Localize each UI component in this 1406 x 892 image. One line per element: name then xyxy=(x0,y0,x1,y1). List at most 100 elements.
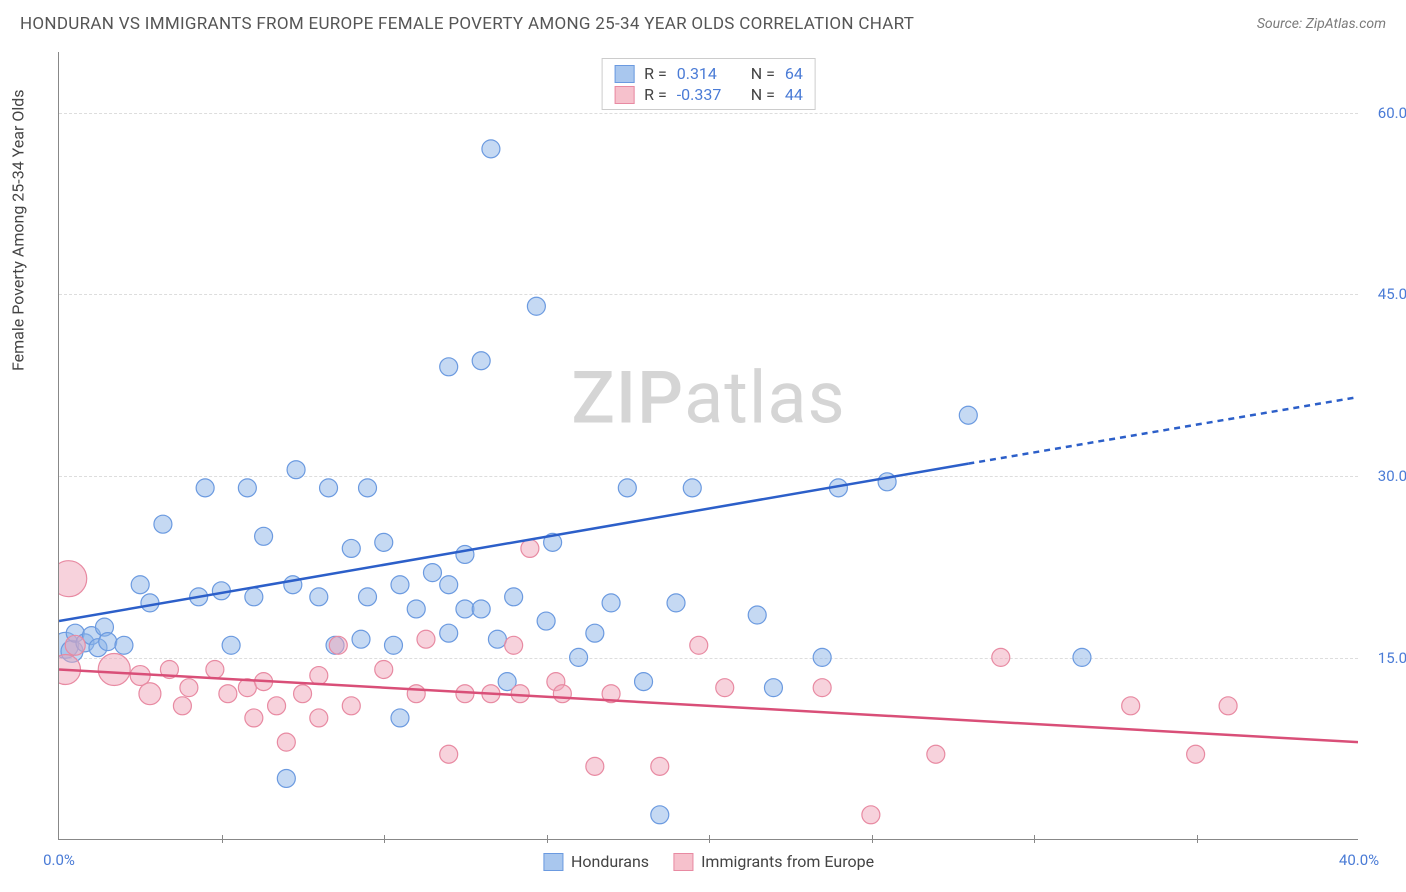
legend-row-europe: R = -0.337 N = 44 xyxy=(614,84,803,105)
scatter-point xyxy=(180,679,198,697)
scatter-point xyxy=(586,624,604,642)
scatter-point xyxy=(222,636,240,654)
scatter-point xyxy=(245,709,263,727)
scatter-point xyxy=(456,600,474,618)
scatter-point xyxy=(1219,697,1237,715)
ytick-label: 45.0% xyxy=(1364,285,1406,303)
trend-line-dashed xyxy=(968,397,1358,464)
scatter-point xyxy=(667,594,685,612)
scatter-point xyxy=(130,666,150,686)
gridline xyxy=(59,476,1358,477)
swatch-hondurans-icon xyxy=(543,853,563,871)
scatter-point xyxy=(391,576,409,594)
r-value-hondurans: 0.314 xyxy=(677,64,733,83)
scatter-svg xyxy=(59,52,1358,839)
scatter-point xyxy=(505,588,523,606)
scatter-point xyxy=(115,636,133,654)
scatter-point xyxy=(472,352,490,370)
r-value-europe: -0.337 xyxy=(677,85,733,104)
scatter-point xyxy=(618,479,636,497)
scatter-point xyxy=(456,545,474,563)
scatter-point xyxy=(472,600,490,618)
legend-row-hondurans: R = 0.314 N = 64 xyxy=(614,63,803,84)
scatter-point xyxy=(352,630,370,648)
scatter-point xyxy=(238,479,256,497)
scatter-point xyxy=(829,479,847,497)
scatter-point xyxy=(342,697,360,715)
scatter-point xyxy=(66,624,84,642)
scatter-point xyxy=(238,679,256,697)
scatter-point xyxy=(498,673,516,691)
scatter-point xyxy=(544,533,562,551)
scatter-point xyxy=(586,757,604,775)
scatter-point xyxy=(342,539,360,557)
scatter-point xyxy=(511,685,529,703)
scatter-point xyxy=(407,600,425,618)
trend-line xyxy=(59,669,1358,742)
scatter-point xyxy=(212,582,230,600)
scatter-point xyxy=(959,406,977,424)
scatter-point xyxy=(59,632,78,658)
scatter-point xyxy=(505,636,523,654)
scatter-point xyxy=(268,697,286,715)
scatter-point xyxy=(359,588,377,606)
scatter-point xyxy=(277,769,295,787)
scatter-point xyxy=(748,606,766,624)
swatch-europe xyxy=(614,86,634,104)
gridline xyxy=(59,658,1358,659)
scatter-point xyxy=(690,636,708,654)
legend-item-europe: Immigrants from Europe xyxy=(673,852,874,871)
scatter-point xyxy=(190,588,208,606)
watermark: ZIPatlas xyxy=(571,356,845,441)
scatter-point xyxy=(139,683,161,705)
scatter-point xyxy=(440,576,458,594)
scatter-point xyxy=(284,576,302,594)
scatter-point xyxy=(537,612,555,630)
scatter-point xyxy=(527,297,545,315)
chart-title: HONDURAN VS IMMIGRANTS FROM EUROPE FEMAL… xyxy=(20,14,914,34)
scatter-point xyxy=(602,685,620,703)
xtick-mark xyxy=(709,835,710,843)
scatter-point xyxy=(488,630,506,648)
scatter-point xyxy=(310,588,328,606)
scatter-point xyxy=(375,661,393,679)
legend-item-hondurans: Hondurans xyxy=(543,852,649,871)
scatter-point xyxy=(407,685,425,703)
gridline xyxy=(59,294,1358,295)
legend-label-europe: Immigrants from Europe xyxy=(701,852,874,871)
scatter-point xyxy=(219,685,237,703)
trend-line xyxy=(59,464,968,621)
scatter-point xyxy=(440,745,458,763)
scatter-point xyxy=(277,733,295,751)
scatter-point xyxy=(65,635,85,655)
scatter-point xyxy=(375,533,393,551)
scatter-point xyxy=(320,479,338,497)
scatter-point xyxy=(602,594,620,612)
n-value-hondurans: 64 xyxy=(785,64,803,83)
xtick-mark xyxy=(547,835,548,843)
xtick-mark xyxy=(222,835,223,843)
scatter-point xyxy=(359,479,377,497)
scatter-point xyxy=(160,661,178,679)
scatter-point xyxy=(310,667,328,685)
scatter-point xyxy=(417,630,435,648)
legend-label-hondurans: Hondurans xyxy=(571,852,649,871)
chart-source: Source: ZipAtlas.com xyxy=(1257,16,1386,32)
legend-correlation: R = 0.314 N = 64 R = -0.337 N = 44 xyxy=(601,58,816,110)
scatter-point xyxy=(245,588,263,606)
scatter-point xyxy=(255,527,273,545)
xtick-mark xyxy=(1197,835,1198,843)
scatter-point xyxy=(635,673,653,691)
scatter-point xyxy=(82,627,100,645)
xtick-mark xyxy=(872,835,873,843)
scatter-point xyxy=(59,561,87,597)
scatter-point xyxy=(294,685,312,703)
scatter-point xyxy=(206,661,224,679)
scatter-point xyxy=(651,757,669,775)
swatch-hondurans xyxy=(614,65,634,83)
scatter-point xyxy=(154,515,172,533)
scatter-point xyxy=(76,634,94,652)
scatter-point xyxy=(813,679,831,697)
n-value-europe: 44 xyxy=(785,85,803,104)
scatter-point xyxy=(521,539,539,557)
